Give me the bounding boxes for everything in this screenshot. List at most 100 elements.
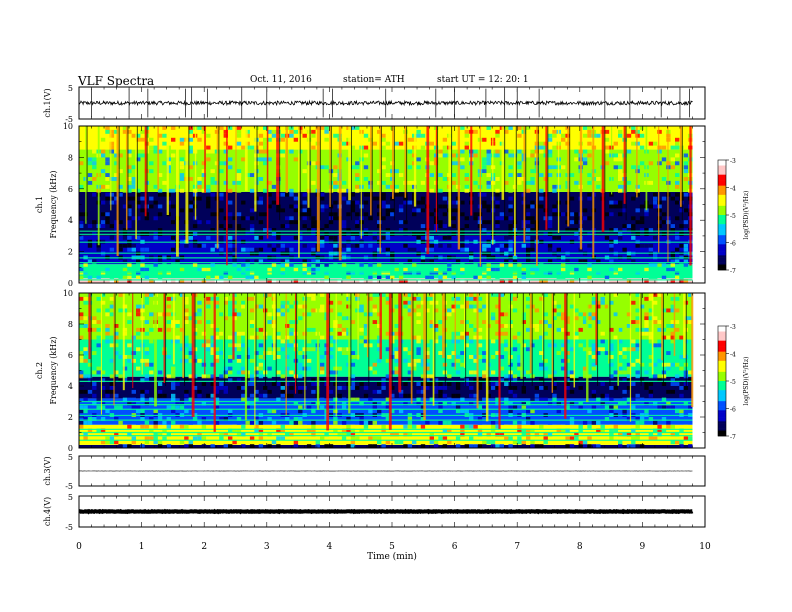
psd-cell xyxy=(333,235,338,240)
psd-cell xyxy=(521,420,526,425)
psd-cell xyxy=(596,444,601,448)
psd-cell xyxy=(236,366,242,371)
psd-cell xyxy=(661,177,667,181)
sferic-streak xyxy=(667,126,669,263)
psd-cell xyxy=(109,129,115,134)
psd-cell xyxy=(618,157,623,162)
psd-cell xyxy=(578,389,583,394)
psd-cell xyxy=(320,293,325,297)
psd-cell xyxy=(661,327,667,332)
psd-cell xyxy=(609,243,614,248)
psd-cell xyxy=(285,343,290,348)
psd-cell xyxy=(149,339,154,344)
psd-cell xyxy=(114,153,119,158)
psd-cell xyxy=(648,161,654,166)
psd-cell xyxy=(613,204,618,209)
y-tick-label: 2 xyxy=(68,248,73,257)
psd-cell xyxy=(442,235,448,240)
psd-cell xyxy=(122,374,128,379)
psd-cell xyxy=(306,382,312,386)
psd-cell xyxy=(293,235,299,240)
psd-cell xyxy=(127,279,132,284)
psd-cell xyxy=(363,153,369,158)
colorbar-segment xyxy=(718,364,726,367)
psd-cell xyxy=(613,200,618,205)
psd-cell xyxy=(547,224,553,229)
sferic-streak xyxy=(326,293,330,431)
psd-cell xyxy=(236,228,242,233)
psd-cell xyxy=(618,129,623,134)
psd-cell xyxy=(657,180,662,185)
psd-cell xyxy=(578,420,583,425)
psd-cell xyxy=(547,137,553,142)
psd-cell xyxy=(596,397,601,402)
psd-cell xyxy=(552,432,557,437)
colorbar-segment xyxy=(718,346,726,349)
psd-cell xyxy=(455,444,461,448)
psd-cell xyxy=(552,208,557,213)
psd-cell xyxy=(688,316,693,321)
psd-cell xyxy=(438,192,443,197)
psd-cell xyxy=(144,378,150,383)
psd-cell xyxy=(561,440,566,445)
colorbar-segment xyxy=(718,255,726,258)
psd-cell xyxy=(350,386,356,390)
psd-cell xyxy=(136,271,141,276)
psd-cell xyxy=(653,320,658,324)
y-tick-label: 10 xyxy=(63,122,73,131)
psd-cell xyxy=(271,420,277,425)
psd-cell xyxy=(223,370,228,375)
psd-cell xyxy=(219,436,224,441)
psd-cell xyxy=(118,247,123,252)
psd-cell xyxy=(666,351,671,355)
psd-cell xyxy=(512,378,518,383)
psd-cell xyxy=(306,228,312,233)
psd-cell xyxy=(539,300,544,305)
psd-cell xyxy=(433,327,439,332)
psd-cell xyxy=(228,378,233,383)
psd-cell xyxy=(311,300,316,305)
psd-cell xyxy=(350,271,356,276)
psd-cell xyxy=(460,212,465,217)
psd-cell xyxy=(188,351,193,355)
psd-cell xyxy=(105,173,110,178)
psd-cell xyxy=(276,296,281,301)
psd-cell xyxy=(587,324,592,328)
psd-cell xyxy=(499,243,505,248)
psd-cell xyxy=(236,216,242,221)
psd-cell xyxy=(547,389,553,394)
psd-cell xyxy=(263,126,268,130)
psd-cell xyxy=(504,149,509,154)
psd-cell xyxy=(245,397,250,402)
psd-cell xyxy=(372,235,377,240)
psd-cell xyxy=(451,196,456,201)
psd-cell xyxy=(149,137,154,142)
psd-cell xyxy=(626,397,632,402)
sferic-streak xyxy=(244,126,248,191)
psd-cell xyxy=(289,188,294,193)
psd-cell xyxy=(87,259,93,264)
psd-cell xyxy=(460,397,465,402)
psd-cell xyxy=(333,216,338,221)
psd-cell xyxy=(420,374,426,379)
psd-cell xyxy=(306,339,312,344)
psd-cell xyxy=(157,173,163,178)
psd-cell xyxy=(333,428,338,433)
psd-cell xyxy=(565,339,570,344)
psd-cell xyxy=(289,216,294,221)
psd-cell xyxy=(219,220,224,225)
psd-cell xyxy=(372,300,377,305)
psd-cell xyxy=(293,440,299,445)
psd-cell xyxy=(547,173,553,178)
psd-cell xyxy=(241,308,246,313)
psd-cell xyxy=(455,358,461,363)
psd-cell xyxy=(639,145,645,150)
psd-cell xyxy=(144,300,150,305)
psd-cell xyxy=(565,378,570,383)
psd-cell xyxy=(407,432,413,437)
psd-cell xyxy=(521,444,526,448)
psd-cell xyxy=(302,409,307,414)
psd-cell xyxy=(131,331,136,336)
psd-cell xyxy=(79,243,84,248)
psd-cell xyxy=(197,177,202,181)
